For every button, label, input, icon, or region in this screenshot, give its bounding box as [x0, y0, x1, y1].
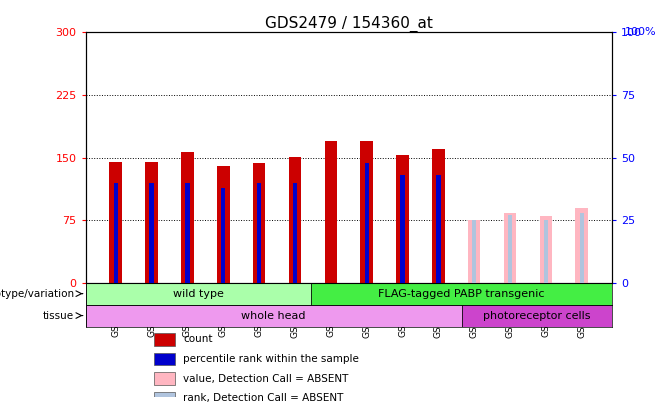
Bar [396, 155, 409, 283]
Text: rank, Detection Call = ABSENT: rank, Detection Call = ABSENT [183, 393, 343, 403]
Bar [461, 305, 612, 326]
Bar [181, 152, 193, 283]
Bar [257, 183, 261, 283]
Bar [436, 175, 440, 283]
Bar [154, 372, 175, 385]
Bar [468, 220, 480, 283]
Bar [400, 175, 405, 283]
Bar [361, 141, 373, 283]
Bar [221, 188, 226, 283]
Text: value, Detection Call = ABSENT: value, Detection Call = ABSENT [183, 373, 348, 384]
Bar [289, 157, 301, 283]
Bar [154, 333, 175, 345]
Bar [293, 183, 297, 283]
Text: count: count [183, 334, 213, 344]
Bar [186, 183, 190, 283]
Bar [508, 215, 512, 283]
Bar [324, 141, 337, 283]
Bar [311, 283, 612, 305]
Bar [540, 216, 552, 283]
Bar [432, 149, 445, 283]
Bar [149, 183, 154, 283]
Text: wild type: wild type [173, 289, 224, 298]
Bar [580, 213, 584, 283]
Text: whole head: whole head [241, 311, 306, 320]
Bar [154, 352, 175, 365]
Bar [365, 162, 369, 283]
Bar [114, 183, 118, 283]
Y-axis label: 100%: 100% [625, 28, 657, 37]
Bar [253, 163, 265, 283]
Text: tissue: tissue [43, 311, 74, 320]
Text: FLAG-tagged PABP transgenic: FLAG-tagged PABP transgenic [378, 289, 545, 298]
Bar [472, 220, 476, 283]
Text: photoreceptor cells: photoreceptor cells [483, 311, 590, 320]
Bar [109, 162, 122, 283]
Bar [86, 283, 311, 305]
Bar [154, 392, 175, 405]
Bar [217, 166, 230, 283]
Bar [145, 162, 158, 283]
Title: GDS2479 / 154360_at: GDS2479 / 154360_at [265, 16, 433, 32]
Text: genotype/variation: genotype/variation [0, 289, 74, 298]
Bar [544, 220, 548, 283]
Bar [504, 213, 517, 283]
Bar [576, 208, 588, 283]
Bar [86, 305, 461, 326]
Text: percentile rank within the sample: percentile rank within the sample [183, 354, 359, 364]
